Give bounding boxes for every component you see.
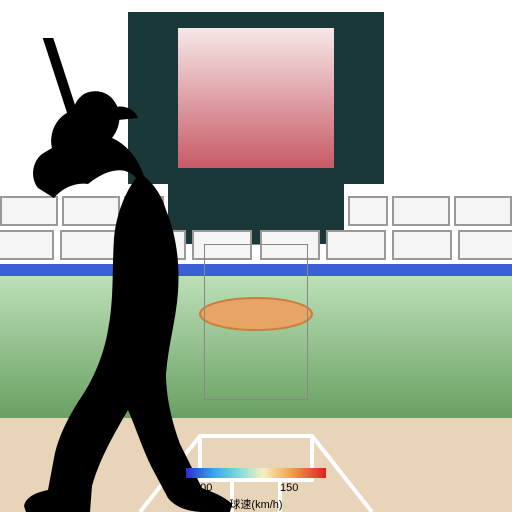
legend-tick-150: 150 — [280, 482, 298, 494]
speed-legend — [0, 0, 512, 512]
legend-label: 球速(km/h) — [206, 496, 306, 512]
pitch-location-chart: 100 150 球速(km/h) — [0, 0, 512, 512]
legend-tick-100: 100 — [194, 482, 212, 494]
